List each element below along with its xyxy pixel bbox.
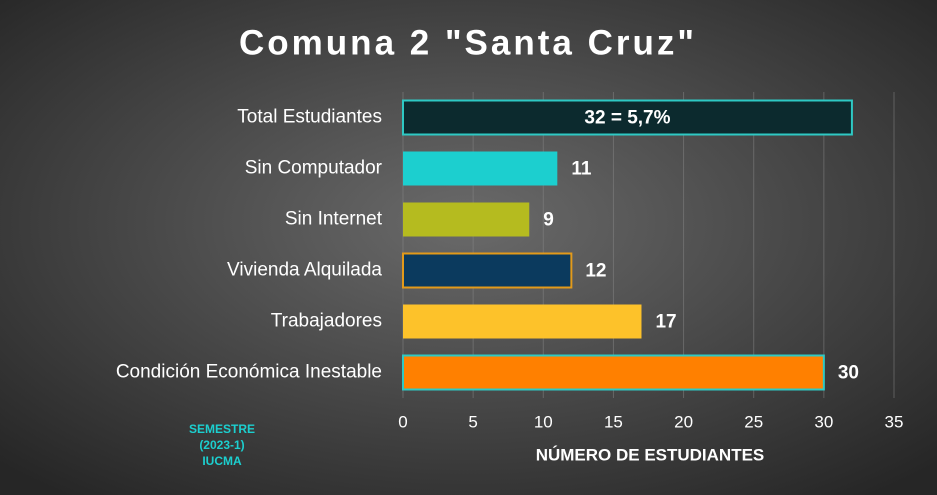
data-label: 12 xyxy=(585,261,606,282)
x-tick-label: 0 xyxy=(398,412,407,431)
x-tick-label: 35 xyxy=(885,412,904,431)
x-tick-label: 25 xyxy=(744,412,763,431)
bar xyxy=(402,252,573,289)
y-tick-label: Total Estudiantes xyxy=(237,107,382,128)
annotation: (2023-1) xyxy=(199,438,244,452)
bar xyxy=(403,304,642,339)
y-tick-label: Vivienda Alquilada xyxy=(227,260,382,281)
annotation: SEMESTRE xyxy=(189,422,255,436)
data-label: 9 xyxy=(543,210,554,231)
annotation: IUCMA xyxy=(202,454,242,468)
data-label: 30 xyxy=(838,363,859,384)
x-tick-label: 5 xyxy=(468,412,477,431)
y-tick-label: Trabajadores xyxy=(271,311,382,332)
y-tick-label: Condición Económica Inestable xyxy=(116,362,382,383)
x-tick-label: 15 xyxy=(604,412,623,431)
bar xyxy=(403,202,530,237)
x-axis-label: NÚMERO DE ESTUDIANTES xyxy=(536,445,765,464)
x-tick-label: 10 xyxy=(534,412,553,431)
y-tick-label: Sin Computador xyxy=(245,158,383,179)
data-label: 11 xyxy=(571,159,592,180)
bar xyxy=(402,354,825,391)
bar xyxy=(403,151,558,186)
data-label: 17 xyxy=(655,312,676,333)
x-tick-label: 30 xyxy=(814,412,833,431)
data-label: 32 = 5,7% xyxy=(584,108,670,129)
chart-title: Comuna 2 "Santa Cruz" xyxy=(239,23,697,62)
y-tick-label: Sin Internet xyxy=(285,209,383,230)
x-tick-label: 20 xyxy=(674,412,693,431)
bar xyxy=(402,99,853,136)
